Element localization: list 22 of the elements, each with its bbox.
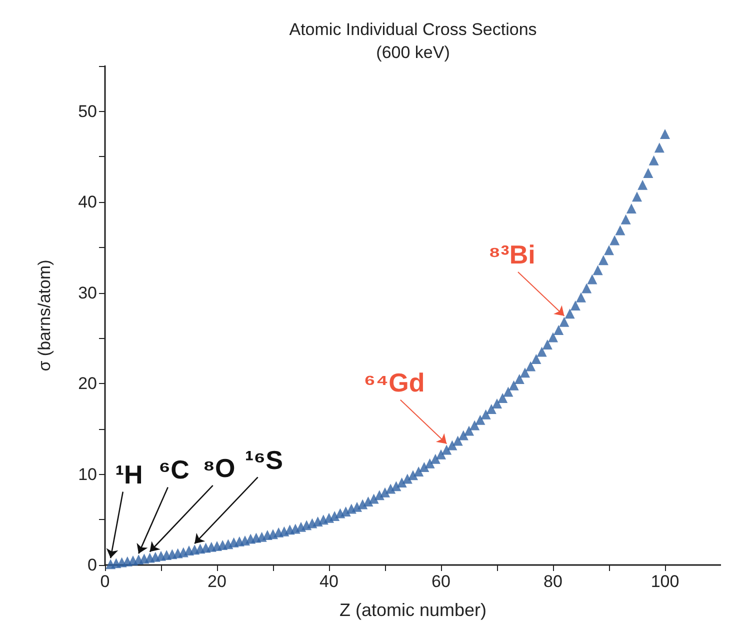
y-axis-title: σ (barns/atom): [35, 260, 54, 372]
y-tick-label: 10: [78, 464, 97, 484]
y-tick-label: 50: [78, 102, 97, 121]
annotation: ¹H: [115, 459, 143, 490]
x-tick-label: 40: [320, 572, 338, 591]
chart-subtitle: (600 keV): [376, 43, 450, 62]
annotation: ⁶C: [158, 454, 190, 485]
y-tick-label: 0: [88, 556, 97, 574]
x-tick-label: 20: [208, 572, 226, 591]
x-tick-label: 100: [650, 572, 680, 591]
x-tick-label: 0: [100, 572, 110, 591]
annotation: ⁶⁴Gd: [364, 367, 425, 398]
x-axis-title: Z (atomic number): [339, 600, 487, 620]
y-tick-label: 40: [78, 192, 97, 212]
annotation: ⁸³Bi: [488, 239, 536, 270]
chart-title: Atomic Individual Cross Sections: [289, 20, 537, 39]
y-tick-label: 20: [78, 374, 97, 394]
annotation: ⁸O: [202, 452, 236, 483]
x-tick-label: 80: [544, 572, 562, 591]
x-tick-label: 60: [432, 572, 450, 591]
y-tick-label: 30: [78, 283, 97, 302]
annotation: ¹⁶S: [244, 444, 283, 475]
